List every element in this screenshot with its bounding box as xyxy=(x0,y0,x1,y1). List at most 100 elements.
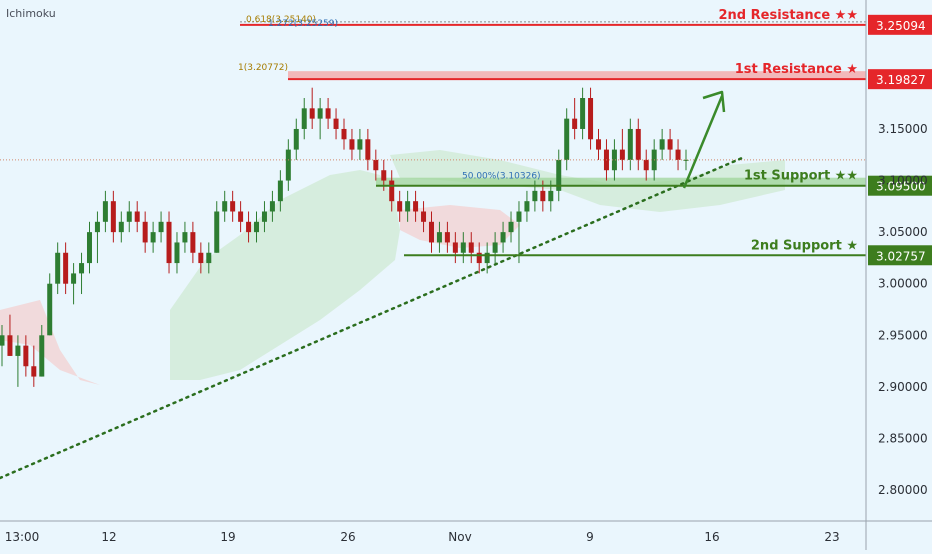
price-axis: 3.25094 3.19827 3.09500 3.02757 2.80000 2.850… xyxy=(865,0,932,550)
indicator-label: Ichimoku xyxy=(6,7,56,20)
candle-body xyxy=(580,98,586,129)
candle-body xyxy=(246,221,252,233)
candle-body xyxy=(158,221,164,233)
candle-body xyxy=(285,149,291,181)
candle-body xyxy=(365,139,371,160)
fib-annotation: 1.272(3.25259) xyxy=(268,19,338,29)
candle-body xyxy=(611,149,617,171)
candle-body xyxy=(683,159,689,161)
candle-body xyxy=(619,149,625,160)
price-tick-label: 3.10000 xyxy=(878,174,928,188)
candle-body xyxy=(500,232,506,243)
candle-body xyxy=(397,201,403,212)
candle-body xyxy=(524,201,530,212)
candle-body xyxy=(508,221,514,233)
candle-body xyxy=(325,108,331,119)
support-zone xyxy=(376,177,866,186)
candle-body xyxy=(357,139,363,150)
candle-body xyxy=(261,211,267,222)
candle-body xyxy=(588,98,594,140)
level-zones xyxy=(240,21,866,186)
price-tag-text: 3.19827 xyxy=(876,73,926,87)
candle-body xyxy=(47,283,53,336)
candle-body xyxy=(667,139,673,150)
candle-body xyxy=(516,211,522,222)
level-label: 1st Resistance ★ xyxy=(735,62,858,77)
candle-body xyxy=(643,159,649,171)
level-label: 1st Support ★★ xyxy=(744,169,858,184)
cloud-red-1 xyxy=(0,300,100,385)
candle-body xyxy=(102,201,108,222)
candle-body xyxy=(564,118,570,160)
candle-body xyxy=(150,232,156,243)
fib-annotation: 50.00%(3.10326) xyxy=(462,172,541,182)
candle-body xyxy=(174,242,180,264)
time-tick-label: 9 xyxy=(586,530,594,544)
price-tick-label: 2.95000 xyxy=(878,328,928,342)
candle-body xyxy=(94,221,100,233)
candle-body xyxy=(675,149,681,160)
candle-body xyxy=(301,108,307,129)
candle-body xyxy=(230,201,236,212)
candle-body xyxy=(23,345,29,367)
candle-body xyxy=(421,211,427,222)
price-tag xyxy=(868,69,932,90)
price-tag xyxy=(868,175,932,196)
candle-body xyxy=(39,335,45,377)
candle-body xyxy=(413,201,419,212)
candle-body xyxy=(309,108,315,119)
candle-body xyxy=(428,221,434,243)
candle-body xyxy=(405,201,411,212)
candle-body xyxy=(532,190,538,202)
candle-body xyxy=(444,232,450,243)
time-tick-label: 12 xyxy=(101,530,116,544)
candle-body xyxy=(134,211,140,222)
candle-body xyxy=(254,221,260,233)
candle-body xyxy=(540,190,546,202)
candle-body xyxy=(190,232,196,253)
time-tick-label: 13:00 xyxy=(5,530,40,544)
candle-body xyxy=(659,139,665,150)
level-label: 2nd Support ★ xyxy=(751,238,858,253)
candle-body xyxy=(389,180,395,202)
overlays: 2nd Resistance ★★ 1st Resistance ★ 1st Sup… xyxy=(0,8,866,480)
price-tag-text: 3.25094 xyxy=(876,19,926,33)
candle-body xyxy=(0,335,5,346)
candle-body xyxy=(222,201,228,212)
price-tag xyxy=(868,14,932,35)
candle-body xyxy=(373,159,379,171)
candle-body xyxy=(31,366,37,377)
projection-arrow-head xyxy=(702,90,726,113)
candle-body xyxy=(381,170,387,181)
candle-body xyxy=(198,252,204,264)
projection-arrow xyxy=(682,95,724,189)
candle-body xyxy=(556,159,562,191)
trendline xyxy=(0,156,744,480)
candle-body xyxy=(7,335,13,356)
candle-body xyxy=(182,232,188,243)
fib-annotation: 0.618(3.25140) xyxy=(246,15,316,25)
candle-body xyxy=(293,128,299,150)
candle-body xyxy=(269,201,275,212)
candle-body xyxy=(214,211,220,253)
candle-body xyxy=(492,242,498,253)
price-tag xyxy=(868,245,932,266)
candle-body xyxy=(484,252,490,264)
candle-body xyxy=(118,221,124,233)
candle-body xyxy=(71,273,77,284)
candle-body xyxy=(635,128,641,160)
time-tick-label: 23 xyxy=(824,530,839,544)
candle-body xyxy=(63,252,69,284)
candle-body xyxy=(452,242,458,253)
candle-body xyxy=(460,242,466,253)
time-tick-label: 19 xyxy=(220,530,235,544)
candle-body xyxy=(317,108,323,119)
candle-body xyxy=(333,118,339,129)
cloud-green-1 xyxy=(170,170,400,380)
candle-body xyxy=(15,345,21,356)
fib-annotation: 1(3.20772) xyxy=(238,63,288,73)
candle-body xyxy=(436,232,442,243)
price-tick-label: 2.90000 xyxy=(878,380,928,394)
